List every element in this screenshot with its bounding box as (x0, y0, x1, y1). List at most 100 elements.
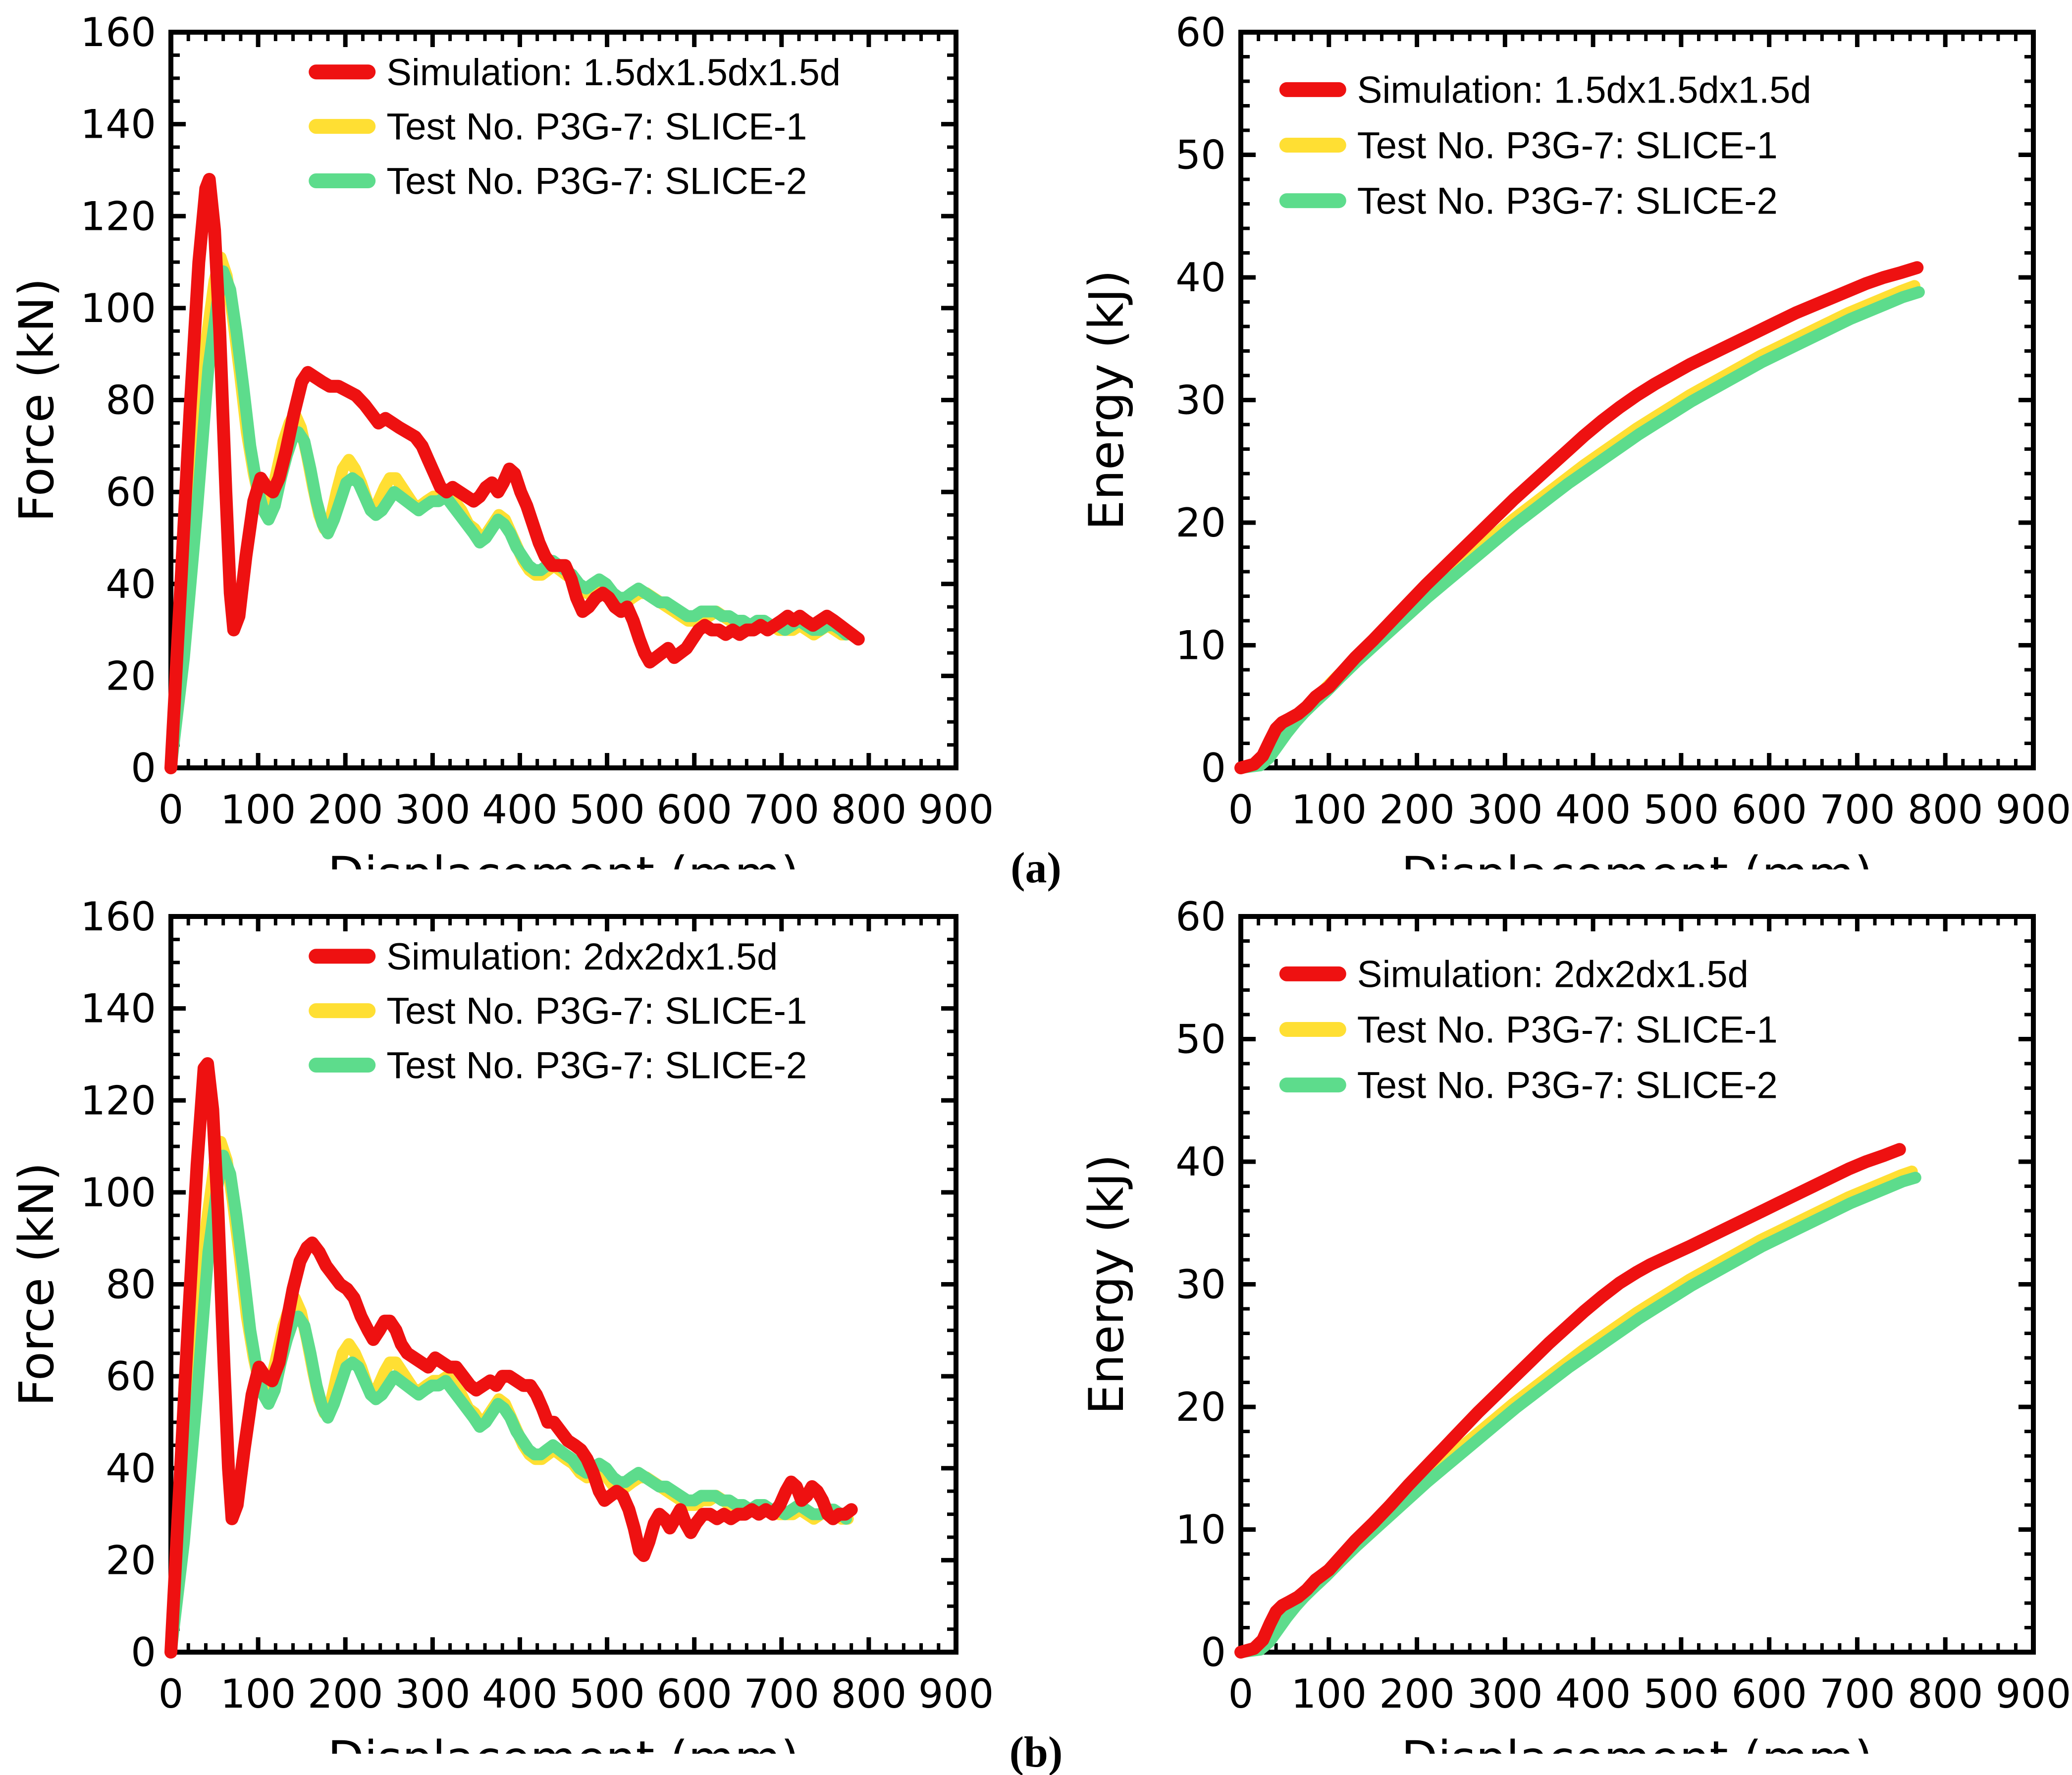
x-tick-label: 0 (1228, 1671, 1254, 1717)
x-tick-label: 900 (1996, 787, 2072, 833)
y-tick-label: 40 (106, 561, 156, 607)
series-line-2 (1235, 1172, 1921, 1658)
y-tick-label: 120 (80, 1077, 156, 1124)
y-tick-label: 40 (1175, 1139, 1226, 1185)
legend-label: Test No. P3G-7: SLICE-1 (1357, 125, 1778, 167)
x-tick-label: 800 (1908, 787, 1983, 833)
y-tick-label: 120 (80, 193, 156, 239)
force-displacement-a-canvas: 0 100 200 300 400 500 600 700 800 900 0 20 40 60 80 100… (10, 9, 994, 869)
y-tick-label: 30 (1175, 377, 1226, 424)
x-tick-label: 500 (569, 1671, 645, 1717)
x-axis-ticks: 0 100 200 300 400 500 600 700 800 900 (1228, 916, 2072, 1717)
energy-displacement-b-canvas: 0 100 200 300 400 500 600 700 800 900 0 10 20 30 40 50 6… (1079, 894, 2072, 1754)
x-tick-label: 600 (1731, 1671, 1807, 1717)
y-tick-label: 160 (80, 894, 156, 940)
x-tick-label: 600 (656, 787, 732, 833)
x-tick-label: 800 (831, 1671, 907, 1717)
x-tick-label: 0 (1228, 787, 1254, 833)
y-tick-label: 60 (106, 469, 156, 515)
y-axis-title: Force (kN) (10, 278, 64, 522)
x-tick-label: 200 (308, 1671, 383, 1717)
x-tick-label: 400 (1555, 1671, 1631, 1717)
x-tick-label: 600 (656, 1671, 732, 1717)
series-line-0 (1234, 261, 1924, 774)
x-tick-label: 700 (1819, 787, 1895, 833)
x-axis-ticks: 0 100 200 300 400 500 600 700 800 900 (1228, 32, 2072, 833)
series-line-0 (164, 173, 865, 774)
x-tick-label: 900 (918, 787, 994, 833)
series-line-0 (1234, 1143, 1906, 1659)
x-tick-label: 400 (1555, 787, 1631, 833)
caption-b: (b) (1009, 1728, 1063, 1775)
legend-label: Test No. P3G-7: SLICE-2 (386, 161, 807, 203)
y-tick-label: 60 (1175, 9, 1226, 55)
x-tick-label: 800 (1908, 1671, 1983, 1717)
caption-a: (a) (1010, 844, 1062, 892)
y-tick-label: 30 (1175, 1262, 1226, 1308)
x-axis-title: Displacement (mm) (1401, 1731, 1873, 1754)
energy-chart-b: 0 100 200 300 400 500 600 700 800 900 0 10 20 30 40 50 6… (1058, 892, 2072, 1754)
energy-displacement-a-canvas: 0 100 200 300 400 500 600 700 800 900 0 10 20 30 40 50 6… (1079, 9, 2072, 869)
series-line-2 (165, 1149, 852, 1658)
x-tick-label: 800 (831, 787, 907, 833)
y-tick-label: 50 (1175, 1017, 1226, 1063)
y-axis-title: Energy (kJ) (1079, 270, 1134, 530)
y-tick-label: 60 (106, 1353, 156, 1399)
series-line-2 (1235, 286, 1925, 774)
x-axis-title: Displacement (mm) (327, 847, 799, 869)
x-tick-label: 300 (395, 1671, 471, 1717)
legend-label: Simulation: 2dx2dx1.5d (1357, 953, 1749, 995)
y-tick-label: 40 (106, 1446, 156, 1492)
y-tick-label: 100 (80, 1170, 156, 1216)
y-tick-label: 20 (1175, 1384, 1226, 1430)
y-tick-label: 10 (1175, 623, 1226, 669)
legend-label: Test No. P3G-7: SLICE-1 (386, 990, 807, 1032)
legend: Simulation: 2dx2dx1.5d Test No. P3G-7: SL… (309, 936, 807, 1087)
y-tick-label: 0 (131, 1629, 156, 1675)
x-tick-label: 0 (159, 787, 184, 833)
x-tick-label: 300 (395, 787, 471, 833)
y-tick-label: 140 (80, 986, 156, 1032)
y-tick-label: 60 (1175, 894, 1226, 940)
x-tick-label: 700 (744, 1671, 819, 1717)
y-tick-label: 140 (80, 102, 156, 148)
x-tick-label: 200 (1379, 1671, 1455, 1717)
x-tick-label: 500 (1644, 787, 1719, 833)
x-axis-title: Displacement (mm) (327, 1731, 799, 1754)
x-tick-label: 400 (482, 787, 558, 833)
x-tick-label: 700 (1819, 1671, 1895, 1717)
legend: Simulation: 1.5dx1.5dx1.5d Test No. P3G-7… (309, 52, 841, 203)
legend-label: Simulation: 2dx2dx1.5d (386, 936, 778, 978)
x-tick-label: 300 (1467, 787, 1543, 833)
x-axis-ticks: 0 100 200 300 400 500 600 700 800 900 (159, 32, 994, 833)
y-axis-ticks: 0 10 20 30 40 50 60 (1175, 894, 2033, 1675)
x-tick-label: 100 (220, 1671, 296, 1717)
y-tick-label: 20 (106, 653, 156, 699)
x-tick-label: 200 (1379, 787, 1455, 833)
legend-label: Test No. P3G-7: SLICE-2 (1357, 1065, 1778, 1107)
y-axis-title: Force (kN) (10, 1162, 64, 1406)
x-tick-label: 900 (918, 1671, 994, 1717)
legend-label: Test No. P3G-7: SLICE-2 (1357, 180, 1778, 222)
x-tick-label: 500 (1644, 1671, 1719, 1717)
y-tick-label: 80 (106, 377, 156, 424)
legend-label: Test No. P3G-7: SLICE-1 (386, 106, 807, 148)
x-axis-title: Displacement (mm) (1401, 847, 1873, 869)
force-displacement-b-canvas: 0 100 200 300 400 500 600 700 800 900 0 20 40 60 80 100… (10, 894, 994, 1754)
x-tick-label: 100 (1291, 787, 1367, 833)
y-tick-label: 10 (1175, 1507, 1226, 1553)
legend: Simulation: 1.5dx1.5dx1.5d Test No. P3G-7… (1279, 69, 1811, 222)
x-tick-label: 100 (1291, 1671, 1367, 1717)
y-tick-label: 0 (131, 745, 156, 791)
y-tick-label: 50 (1175, 132, 1226, 178)
y-tick-label: 100 (80, 285, 156, 331)
series-line-1 (1235, 1165, 1918, 1658)
legend-label: Simulation: 1.5dx1.5dx1.5d (1357, 69, 1811, 111)
legend-label: Test No. P3G-7: SLICE-1 (1357, 1009, 1778, 1051)
y-tick-label: 20 (1175, 500, 1226, 546)
x-tick-label: 900 (1996, 1671, 2072, 1717)
force-chart-a: 0 100 200 300 400 500 600 700 800 900 0 20 40 60 80 100… (10, 7, 1025, 869)
y-tick-label: 20 (106, 1537, 156, 1583)
y-axis-title: Energy (kJ) (1079, 1154, 1134, 1414)
